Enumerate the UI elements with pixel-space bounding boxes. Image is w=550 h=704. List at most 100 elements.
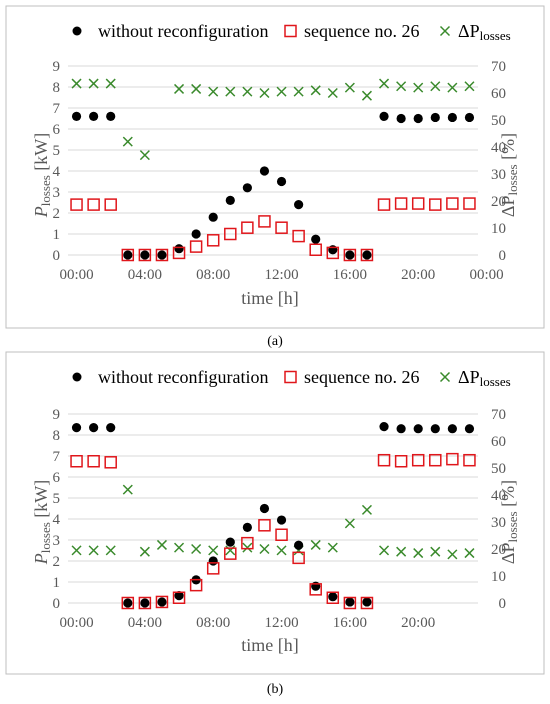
x-tick-a-6: 00:00 (469, 267, 503, 283)
point-sequence-a-0 (70, 198, 83, 211)
x-ticks-b: 00:00 04:00 08:00 12:00 16:00 20:00 (59, 615, 435, 631)
point-without-b-2 (106, 423, 116, 433)
x-tick-a-3: 12:00 (264, 267, 298, 283)
point-delta-a-13 (293, 86, 304, 97)
y-tick-right-b-7: 70 (491, 407, 506, 423)
point-delta-a-16 (344, 82, 355, 93)
y-tick-left-b-7: 7 (53, 449, 61, 465)
x-tick-a-5: 20:00 (401, 267, 435, 283)
point-sequence-a-15 (326, 246, 340, 260)
legend-label-delta-main-b: ΔP (458, 367, 480, 387)
point-without-a-2 (106, 111, 116, 121)
point-sequence-b-11 (258, 519, 271, 532)
point-sequence-b-12 (275, 528, 288, 541)
point-delta-a-3 (122, 136, 133, 147)
point-sequence-b-10 (241, 536, 254, 550)
point-without-b-5 (157, 597, 167, 607)
chart-panel-a: without reconfiguration sequence no. 26 … (5, 5, 545, 329)
point-sequence-b-17 (360, 596, 374, 610)
y-tick-right-a-1: 10 (491, 221, 506, 237)
y-tick-left-a-8: 8 (53, 80, 61, 96)
point-without-a-7 (191, 229, 201, 239)
point-without-b-0 (71, 423, 82, 433)
y-axis-title-left-a: Plosses [kW] (31, 133, 53, 219)
legend-label-sequence-b: sequence no. 26 (304, 367, 419, 387)
x-tick-a-2: 08:00 (196, 267, 230, 283)
point-sequence-a-8 (206, 234, 220, 247)
point-without-b-17 (362, 597, 372, 607)
y-ticks-left-a: 0 1 2 3 4 5 6 7 8 9 (53, 59, 61, 264)
y-tick-right-b-2: 20 (491, 542, 506, 558)
point-sequence-b-13 (292, 551, 305, 565)
point-sequence-b-9 (224, 547, 237, 560)
point-without-b-3 (123, 598, 133, 608)
y-ticks-left-b: 0 1 2 3 4 5 6 7 8 9 (53, 407, 61, 612)
point-sequence-b-19 (394, 455, 408, 468)
y-tick-left-a-1: 1 (53, 227, 61, 243)
point-sequence-b-6 (172, 591, 186, 604)
point-without-b-20 (413, 424, 423, 434)
point-delta-b-2 (105, 545, 116, 556)
point-sequence-a-13 (292, 229, 305, 243)
y-tick-left-a-5: 5 (53, 143, 61, 159)
point-without-a-17 (362, 250, 372, 260)
y-tick-right-a-7: 70 (491, 59, 506, 75)
y-tick-left-b-0: 0 (53, 596, 61, 612)
point-delta-a-23 (464, 81, 475, 92)
point-without-b-8 (208, 556, 218, 566)
point-sequence-a-19 (394, 197, 408, 210)
point-without-a-16 (345, 250, 355, 260)
point-without-a-23 (464, 112, 475, 123)
y-axis-title-left-main-a: P (31, 206, 51, 218)
point-sequence-a-22 (446, 197, 459, 210)
y-tick-right-b-4: 40 (491, 488, 506, 504)
point-delta-a-8 (208, 86, 219, 97)
y-axis-title-left-sub-a: losses (38, 175, 53, 206)
point-delta-a-2 (105, 78, 116, 89)
x-ticks-a: 00:00 04:00 08:00 12:00 16:00 20:00 00:00 (59, 267, 503, 283)
panel-label-b: (b) (267, 682, 284, 697)
point-without-a-15 (328, 245, 338, 255)
point-delta-b-19 (396, 546, 407, 557)
point-delta-b-14 (310, 539, 321, 550)
point-delta-a-20 (413, 82, 424, 93)
point-without-b-11 (259, 503, 270, 514)
point-sequence-a-6 (172, 246, 186, 260)
y-ticks-right-a: 0 10 20 30 40 50 60 70 (491, 59, 506, 264)
point-without-b-9 (225, 537, 235, 547)
y-tick-right-b-3: 30 (491, 515, 506, 531)
y-axis-title-left-unit-a: [kW] (31, 133, 51, 175)
point-without-b-13 (294, 540, 304, 550)
chart-panel-b: without reconfiguration sequence no. 26 … (5, 351, 545, 675)
point-delta-b-17 (361, 504, 372, 515)
point-without-b-1 (89, 423, 99, 433)
y-tick-left-b-9: 9 (53, 407, 61, 423)
point-without-a-20 (413, 113, 423, 124)
point-without-a-8 (208, 212, 218, 222)
point-delta-b-7 (191, 543, 202, 555)
point-sequence-b-2 (104, 456, 117, 469)
y-axis-title-left-unit-b: [kW] (31, 480, 51, 522)
point-without-a-10 (242, 183, 252, 193)
y-tick-right-a-6: 60 (491, 86, 506, 102)
point-delta-b-3 (122, 484, 133, 495)
point-delta-a-10 (242, 86, 253, 97)
point-delta-b-23 (464, 548, 475, 559)
point-delta-b-20 (413, 548, 424, 559)
legend-label-sequence-a: sequence no. 26 (304, 21, 419, 41)
point-delta-a-7 (191, 83, 202, 94)
point-without-a-1 (89, 111, 99, 121)
y-tick-left-a-4: 4 (53, 164, 61, 180)
y-axis-title-right-sub-b: losses (505, 511, 520, 542)
point-without-a-21 (430, 112, 440, 123)
point-delta-b-6 (174, 542, 185, 553)
point-sequence-a-23 (463, 197, 476, 210)
point-delta-a-9 (225, 86, 236, 97)
point-sequence-b-8 (206, 562, 220, 575)
point-sequence-a-7 (189, 240, 203, 253)
y-tick-right-a-2: 20 (491, 194, 506, 210)
y-axis-title-right-main-b: ΔP (498, 542, 518, 564)
legend-marker-delta-a (439, 25, 451, 37)
point-without-b-10 (242, 522, 252, 533)
